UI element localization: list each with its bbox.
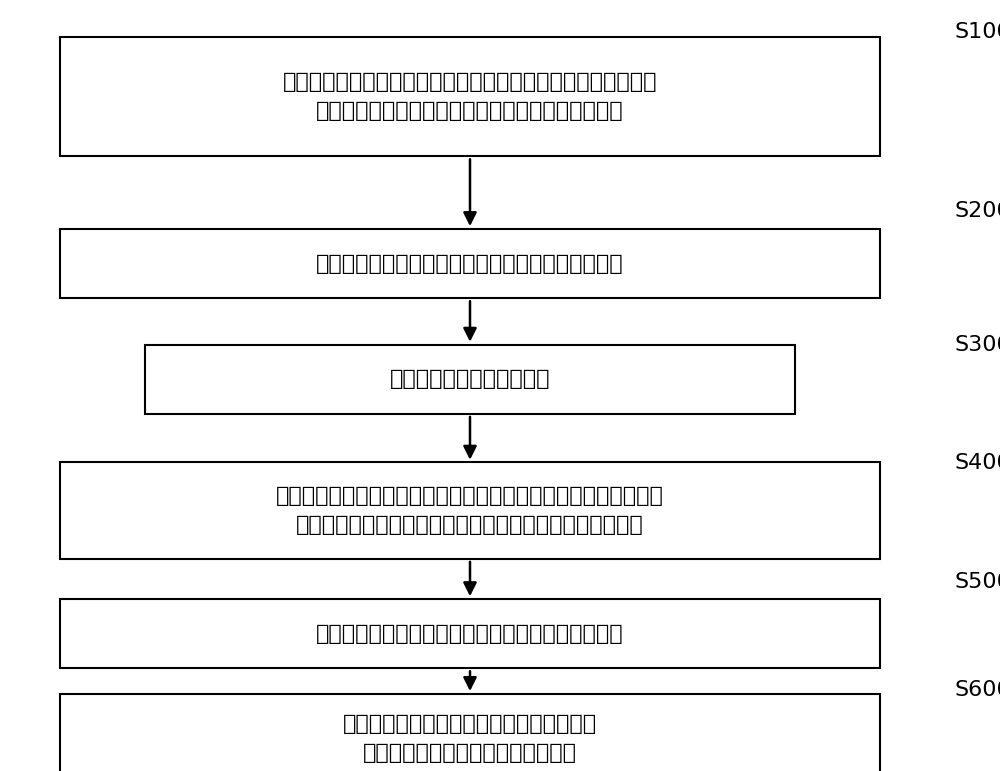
Text: S300: S300 [955, 335, 1000, 355]
FancyBboxPatch shape [60, 462, 880, 558]
FancyBboxPatch shape [60, 694, 880, 771]
Text: 对岩石试样进行动态力学试验，获取相应的断裂轨迹: 对岩石试样进行动态力学试验，获取相应的断裂轨迹 [316, 254, 624, 274]
Text: S200: S200 [955, 201, 1000, 221]
FancyBboxPatch shape [145, 345, 795, 414]
Text: 基于局部位移分析，完成对裂纹尖端附近的
位移分析，对动态断裂模式进行分类: 基于局部位移分析，完成对裂纹尖端附近的 位移分析，对动态断裂模式进行分类 [343, 714, 597, 763]
FancyBboxPatch shape [60, 599, 880, 668]
FancyBboxPatch shape [60, 229, 880, 298]
Text: S400: S400 [955, 453, 1000, 473]
Text: 依据各点的运动情况、位移信息，采用数字图像相关技术，获取岩
石试样在动态断裂过程中裂纹位移特征信息和应变特征信息: 依据各点的运动情况、位移信息，采用数字图像相关技术，获取岩 石试样在动态断裂过程… [276, 486, 664, 535]
Text: 检测断裂轨迹上的位移信息: 检测断裂轨迹上的位移信息 [390, 369, 550, 389]
Text: S500: S500 [955, 572, 1000, 592]
FancyBboxPatch shape [60, 36, 880, 157]
Text: S100: S100 [955, 22, 1000, 42]
Text: 将岩石试样放置于霍普金森压杆装置内，检测岩石试样断裂过程
中对岩石试样的瞬态动态断裂过程中各点的运动情况: 将岩石试样放置于霍普金森压杆装置内，检测岩石试样断裂过程 中对岩石试样的瞬态动态… [283, 72, 657, 121]
Text: S600: S600 [955, 680, 1000, 700]
Text: 将位移信息通过坐标转化为局部坐标系下的位移参数: 将位移信息通过坐标转化为局部坐标系下的位移参数 [316, 624, 624, 644]
